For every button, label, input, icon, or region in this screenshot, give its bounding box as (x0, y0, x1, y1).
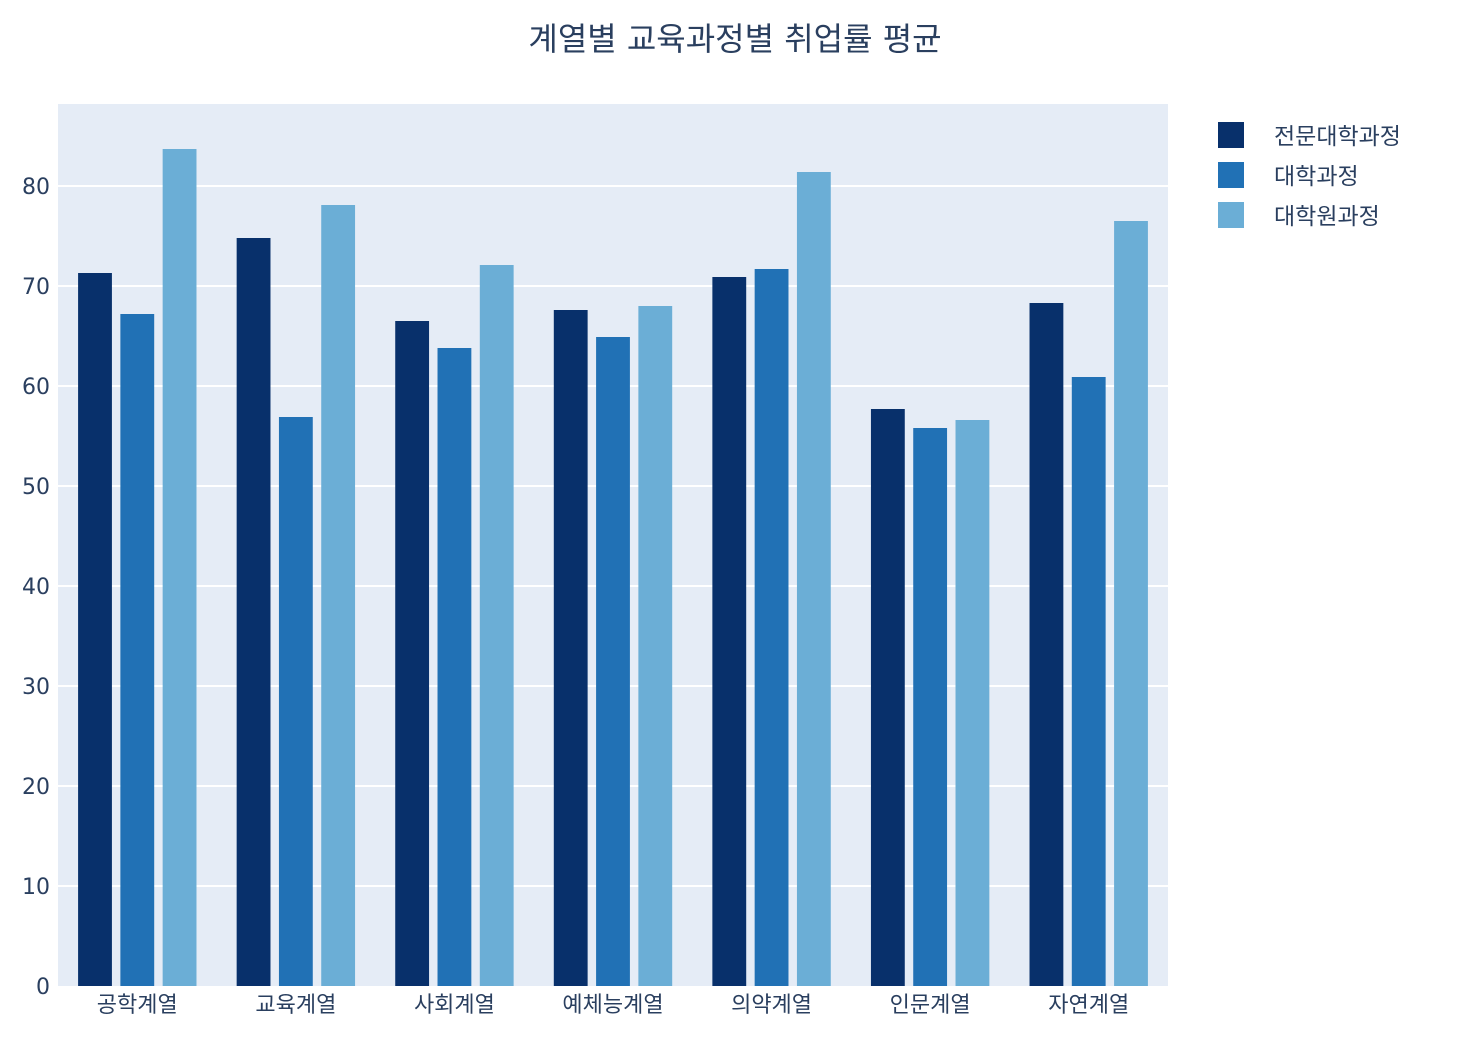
bar (479, 265, 514, 986)
bar (395, 321, 430, 986)
chart-title: 계열별 교육과정별 취업률 평균 (528, 20, 942, 58)
x-tick-label: 사회계열 (414, 993, 495, 1018)
bar (278, 417, 313, 986)
bar (796, 172, 831, 986)
y-tick-label: 80 (22, 175, 50, 200)
bar (712, 277, 747, 986)
y-tick-label: 0 (36, 975, 50, 1000)
y-tick-label: 60 (22, 375, 50, 400)
legend-swatch (1218, 162, 1244, 188)
bar (754, 269, 789, 986)
bar (1114, 221, 1148, 986)
x-tick-label: 공학계열 (97, 993, 178, 1018)
bar (955, 420, 990, 986)
y-axis: 0 10 20 30 40 50 60 70 80 (22, 175, 50, 1000)
bar (321, 205, 356, 986)
bar (1029, 303, 1064, 986)
bar (162, 149, 197, 986)
legend-label: 대학과정 (1274, 164, 1359, 190)
legend-swatch (1218, 202, 1244, 228)
x-tick-label: 자연계열 (1048, 993, 1129, 1018)
y-tick-label: 70 (22, 275, 50, 300)
legend-swatch (1218, 122, 1244, 148)
y-tick-label: 30 (22, 675, 50, 700)
bar (553, 310, 588, 986)
x-axis: 공학계열 교육계열 사회계열 예체능계열 의약계열 인문계열 자연계열 (97, 993, 1129, 1018)
y-tick-label: 10 (22, 875, 50, 900)
bar (1071, 377, 1106, 986)
y-tick-label: 50 (22, 475, 50, 500)
legend-label: 전문대학과정 (1274, 124, 1401, 150)
bar (78, 273, 112, 986)
bar (638, 306, 673, 986)
x-tick-label: 의약계열 (731, 993, 812, 1018)
bar (437, 348, 472, 986)
x-tick-label: 인문계열 (890, 993, 971, 1018)
x-tick-label: 예체능계열 (562, 993, 663, 1018)
bar (236, 238, 271, 986)
bar (120, 314, 155, 986)
y-tick-label: 20 (22, 775, 50, 800)
bar (870, 409, 905, 986)
y-tick-label: 40 (22, 575, 50, 600)
x-tick-label: 교육계열 (255, 993, 336, 1018)
bar (596, 337, 630, 986)
bar (913, 428, 948, 986)
bars (78, 149, 1148, 986)
legend-label: 대학원과정 (1274, 204, 1380, 230)
